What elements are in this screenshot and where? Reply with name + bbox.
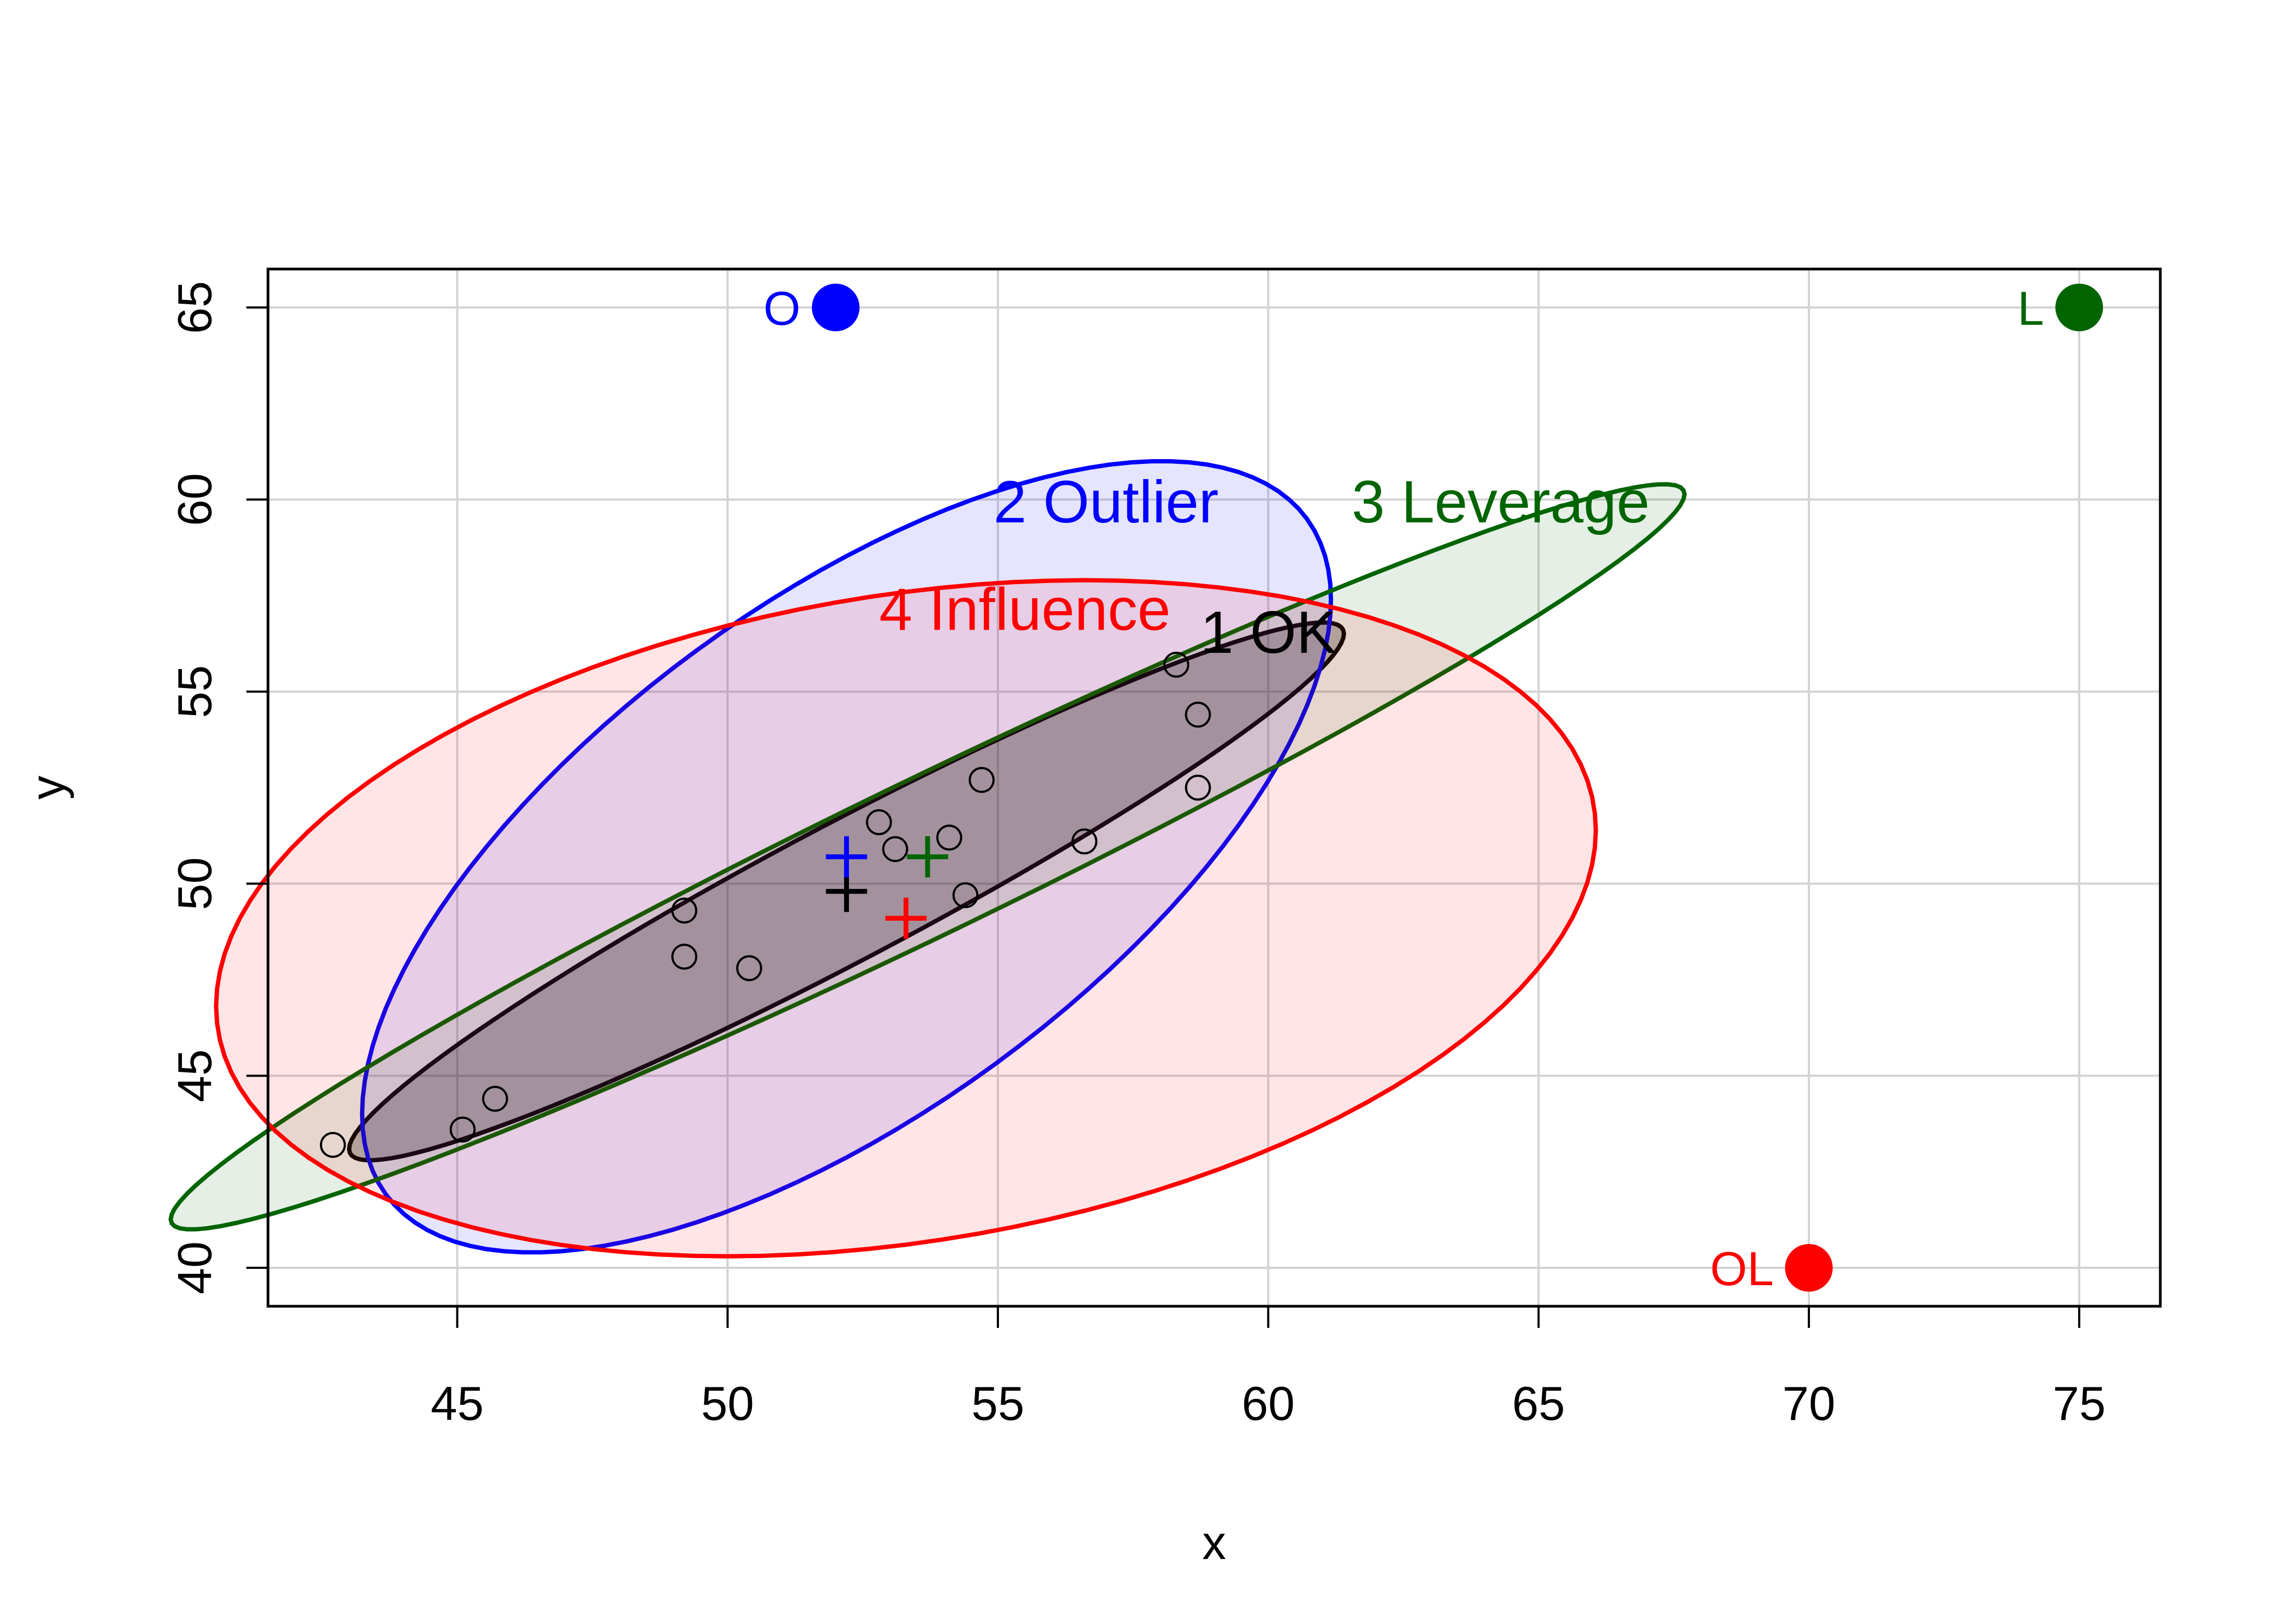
data-point — [882, 836, 909, 862]
data-point — [1071, 828, 1097, 855]
added-point-label-L: L — [2017, 281, 2044, 335]
data-point — [736, 955, 762, 981]
x-tick-label: 70 — [1782, 1377, 1835, 1430]
data-points — [319, 651, 1211, 1158]
data-point — [319, 1131, 346, 1158]
x-tick-label: 75 — [2053, 1377, 2106, 1430]
data-point — [1185, 775, 1211, 801]
y-tick-label: 40 — [168, 1241, 221, 1294]
data-point — [482, 1085, 508, 1112]
data-point — [671, 898, 697, 924]
added-point-label-OL: OL — [1710, 1242, 1774, 1295]
ellipse-label-1: 1 OK — [1200, 599, 1336, 666]
y-tick-label: 45 — [168, 1049, 221, 1102]
mean-marker-1 — [826, 870, 867, 912]
data-point — [936, 824, 963, 851]
plot-frame — [266, 267, 2162, 1308]
data-point — [671, 944, 697, 970]
x-tick-label: 60 — [1241, 1377, 1295, 1430]
added-point-L — [2055, 283, 2103, 331]
mean-markers — [826, 836, 949, 939]
x-tick-label: 50 — [701, 1377, 754, 1430]
mean-marker-3 — [907, 836, 949, 878]
ellipse-labels: 1 OK 2 Outlier 3 Leverage 4 Influence — [879, 469, 1650, 666]
data-point — [449, 1116, 476, 1143]
x-axis-title: x — [1203, 1516, 1226, 1569]
added-point-OL — [1785, 1244, 1833, 1292]
y-tick-label: 65 — [168, 281, 221, 334]
x-tick-label: 55 — [971, 1377, 1024, 1430]
y-tick-label: 55 — [168, 665, 221, 718]
ellipse-label-2: 2 Outlier — [994, 469, 1219, 535]
mean-marker-2 — [826, 836, 867, 878]
data-point — [866, 809, 892, 835]
axes: 45 50 55 60 65 70 75 40 45 50 55 60 65 — [168, 281, 2106, 1430]
mean-marker-4 — [885, 898, 927, 939]
data-point — [969, 767, 995, 793]
data-point — [1163, 651, 1190, 678]
y-tick-label: 60 — [168, 473, 221, 526]
ellipse-label-3: 3 Leverage — [1352, 469, 1650, 535]
y-tick-label: 50 — [168, 857, 221, 910]
x-tick-label: 65 — [1512, 1377, 1565, 1430]
grid — [268, 269, 2160, 1306]
added-points: O LOL — [763, 281, 2103, 1295]
data-point — [952, 882, 979, 908]
ellipse-label-4: 4 Influence — [879, 577, 1171, 643]
y-axis-title: y — [21, 776, 74, 800]
added-point-O — [812, 283, 860, 331]
x-tick-label: 45 — [431, 1377, 484, 1430]
added-point-label-O: O — [763, 281, 800, 335]
data-point — [1185, 702, 1211, 728]
